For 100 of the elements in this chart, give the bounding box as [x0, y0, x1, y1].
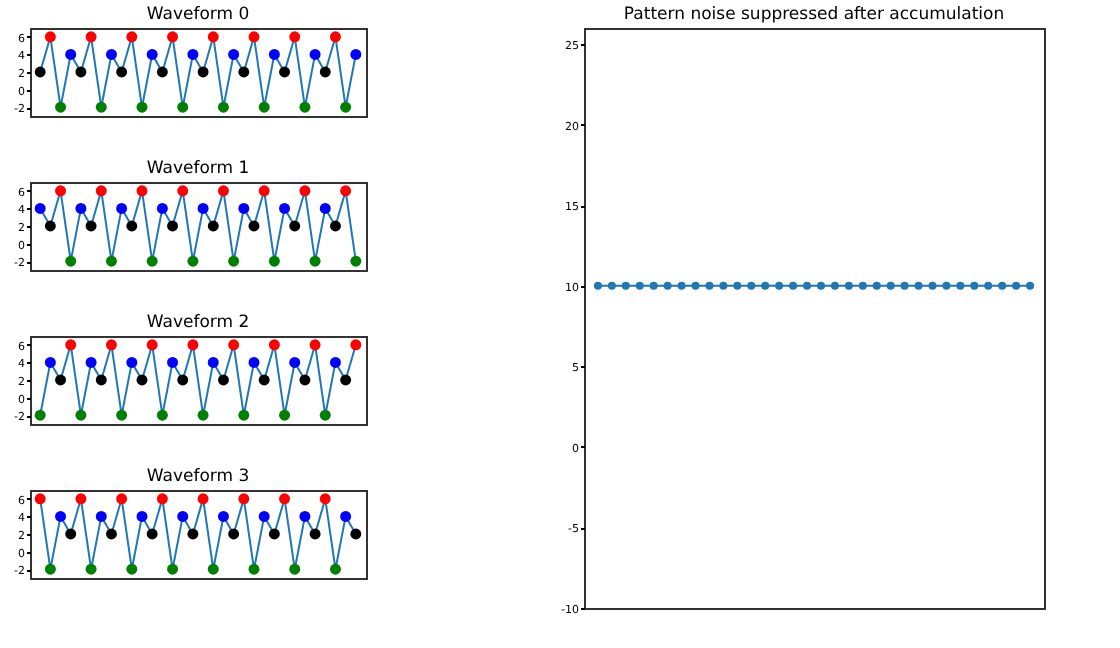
point — [299, 185, 311, 197]
point — [329, 356, 341, 368]
point — [167, 31, 179, 43]
point — [309, 255, 321, 267]
point — [207, 31, 219, 43]
point — [319, 202, 331, 214]
point — [105, 48, 117, 60]
point — [228, 255, 240, 267]
chart-title: Pattern noise suppressed after accumulation — [623, 5, 1005, 25]
point — [156, 493, 168, 505]
point — [95, 374, 107, 386]
point — [136, 185, 148, 197]
chart-title: Waveform 0 — [146, 5, 250, 25]
point — [34, 202, 46, 214]
point — [126, 31, 138, 43]
point — [34, 66, 46, 78]
point — [75, 202, 87, 214]
point — [309, 48, 321, 60]
point — [44, 220, 56, 232]
point — [258, 101, 270, 113]
point — [329, 220, 341, 232]
point — [340, 510, 352, 522]
point — [65, 528, 77, 540]
point — [299, 510, 311, 522]
point — [350, 48, 362, 60]
point — [279, 409, 291, 421]
point — [34, 409, 46, 421]
point — [207, 220, 219, 232]
point — [116, 493, 128, 505]
point — [268, 255, 280, 267]
point — [85, 356, 97, 368]
point — [319, 409, 331, 421]
point — [44, 31, 56, 43]
point — [167, 563, 179, 575]
point — [167, 356, 179, 368]
point — [105, 339, 117, 351]
point — [126, 220, 138, 232]
point — [299, 101, 311, 113]
point — [136, 101, 148, 113]
point — [248, 563, 260, 575]
point — [105, 255, 117, 267]
point — [146, 339, 158, 351]
point — [350, 255, 362, 267]
point — [55, 101, 67, 113]
point — [279, 66, 291, 78]
point — [248, 356, 260, 368]
point — [55, 374, 67, 386]
point — [299, 374, 311, 386]
point — [207, 356, 219, 368]
point — [167, 220, 179, 232]
point — [95, 510, 107, 522]
point — [329, 31, 341, 43]
point — [238, 202, 250, 214]
point — [187, 339, 199, 351]
point — [268, 528, 280, 540]
point — [329, 563, 341, 575]
point — [309, 339, 321, 351]
point — [268, 339, 280, 351]
chart-title: Waveform 3 — [146, 467, 250, 487]
point — [279, 493, 291, 505]
point — [85, 563, 97, 575]
point — [146, 48, 158, 60]
point — [340, 374, 352, 386]
point — [75, 493, 87, 505]
point — [197, 493, 209, 505]
point — [350, 339, 362, 351]
point — [65, 48, 77, 60]
point — [217, 374, 229, 386]
point — [248, 31, 260, 43]
point — [258, 374, 270, 386]
point — [156, 409, 168, 421]
point — [34, 493, 46, 505]
point — [289, 31, 301, 43]
point — [350, 528, 362, 540]
point — [228, 48, 240, 60]
point — [65, 339, 77, 351]
point — [319, 493, 331, 505]
point — [309, 528, 321, 540]
point — [136, 374, 148, 386]
point — [279, 202, 291, 214]
point — [55, 185, 67, 197]
point — [340, 185, 352, 197]
point — [319, 66, 331, 78]
point — [289, 563, 301, 575]
point — [85, 31, 97, 43]
point — [55, 510, 67, 522]
point — [116, 202, 128, 214]
point — [289, 220, 301, 232]
point — [217, 510, 229, 522]
point — [187, 255, 199, 267]
point — [187, 528, 199, 540]
point — [146, 528, 158, 540]
point — [187, 48, 199, 60]
point — [228, 528, 240, 540]
point — [105, 528, 117, 540]
point — [44, 563, 56, 575]
point — [248, 220, 260, 232]
point — [238, 409, 250, 421]
point — [197, 409, 209, 421]
point — [136, 510, 148, 522]
